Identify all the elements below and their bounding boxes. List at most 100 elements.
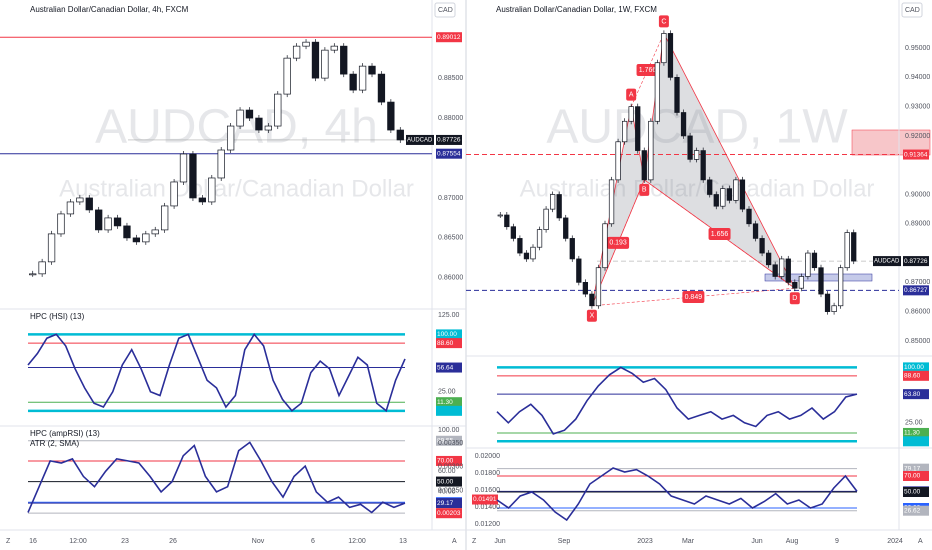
pattern-label: B — [642, 187, 647, 194]
candle — [635, 106, 641, 151]
candle — [759, 238, 765, 254]
candle — [811, 252, 818, 269]
x-tick-label: Jun — [751, 538, 762, 545]
y-tick-label: 0.89000 — [905, 221, 930, 228]
pattern-label: C — [661, 18, 666, 25]
candle — [739, 179, 746, 210]
candle — [798, 276, 805, 289]
candle — [582, 282, 589, 295]
price-tag-label: 88.60 — [437, 340, 454, 347]
candle — [765, 252, 772, 266]
y-tick-label: 0.86000 — [905, 308, 930, 315]
ratio-label: 1.766 — [639, 67, 657, 74]
price-tag — [903, 389, 929, 400]
price-tag — [436, 338, 462, 349]
candle — [556, 194, 562, 219]
candle — [396, 129, 404, 141]
candle — [179, 153, 188, 183]
pattern-point — [789, 292, 800, 305]
price-tag — [903, 149, 929, 160]
corner: A — [918, 538, 923, 545]
ratio-box — [607, 236, 630, 249]
candle — [726, 188, 733, 201]
price-tag-label: 89.55 — [437, 437, 454, 444]
price-tag-label: 0.01491 — [473, 496, 497, 503]
price-tag-label: 56.64 — [437, 364, 454, 371]
candle — [569, 238, 575, 260]
candle — [700, 150, 706, 181]
candle — [543, 208, 549, 230]
candle — [245, 109, 254, 119]
y-tick-label: 125.00 — [438, 312, 460, 319]
candle — [358, 65, 367, 91]
price-tag-label: 50.00 — [437, 478, 454, 485]
x-tick-label: Jun — [494, 538, 505, 545]
watermark: Australian Dollar/Canadian Dollar — [520, 175, 875, 202]
candle — [113, 217, 122, 227]
candle — [95, 209, 103, 231]
candle — [151, 229, 159, 235]
price-tag — [436, 435, 462, 446]
candle — [292, 45, 301, 59]
x-tick-label: 2023 — [637, 538, 653, 545]
price-tag-label: 0.89012 — [437, 34, 461, 41]
candle — [311, 41, 320, 79]
candle — [198, 197, 207, 203]
ratio-label: 0.193 — [609, 240, 627, 247]
candle — [38, 261, 46, 275]
candle — [302, 41, 310, 47]
price-tag — [903, 471, 929, 481]
candle — [844, 232, 850, 269]
chart-title: Australian Dollar/Canadian Dollar, 4h, F… — [30, 5, 189, 14]
pattern-label: X — [590, 313, 595, 320]
oscillator-line — [496, 467, 858, 522]
candle — [340, 45, 348, 75]
indicator-name: HPC (HSI) (13) — [30, 312, 85, 321]
y-tick-label: 60.00 — [438, 468, 456, 475]
pattern-label: D — [792, 295, 797, 302]
y-tick-label: 0.88500 — [438, 75, 463, 82]
candle — [536, 229, 543, 248]
candle — [772, 264, 778, 277]
symbol-label: AUDCAD — [874, 259, 900, 265]
ratio-box — [682, 290, 705, 303]
candle — [170, 181, 178, 207]
candle — [661, 33, 667, 64]
price-tag-label: 63.80 — [904, 391, 921, 398]
corner: Z — [472, 538, 477, 545]
y-tick-label: 0.92000 — [905, 133, 930, 140]
candle — [321, 49, 329, 79]
x-tick-label: 12:00 — [348, 538, 366, 545]
x-tick-label: 13 — [399, 538, 407, 545]
currency: CAD — [905, 7, 920, 14]
y-tick-label: 0.86500 — [438, 235, 463, 242]
pattern-point — [626, 88, 637, 101]
candle — [226, 125, 235, 151]
candle — [674, 77, 680, 113]
candle — [217, 149, 225, 179]
corner: A — [452, 538, 457, 545]
y-tick-label: 0.85000 — [905, 338, 930, 345]
candle — [851, 232, 857, 262]
candle — [161, 205, 169, 231]
y2-tick-label: 0.00250 — [438, 488, 463, 495]
pattern-point — [639, 183, 650, 196]
price-tag — [903, 256, 929, 267]
price-tag-label: 100.00 — [904, 364, 924, 371]
candle — [693, 150, 700, 160]
candle — [608, 179, 615, 225]
y-tick-label: 0.95000 — [905, 45, 930, 52]
candle — [66, 201, 75, 215]
price-tag — [436, 32, 462, 43]
candle — [680, 112, 687, 137]
candle — [57, 213, 65, 235]
candle — [236, 109, 244, 127]
y2-tick-label: 0.02000 — [475, 453, 500, 460]
oscillator-line — [27, 333, 406, 413]
y2-tick-label: 0.00300 — [438, 464, 463, 471]
candle — [792, 282, 798, 289]
candle — [47, 233, 56, 263]
price-tag-label: 88.60 — [904, 373, 921, 380]
candle — [377, 73, 386, 103]
y2-tick-label: 0.00350 — [438, 440, 463, 447]
